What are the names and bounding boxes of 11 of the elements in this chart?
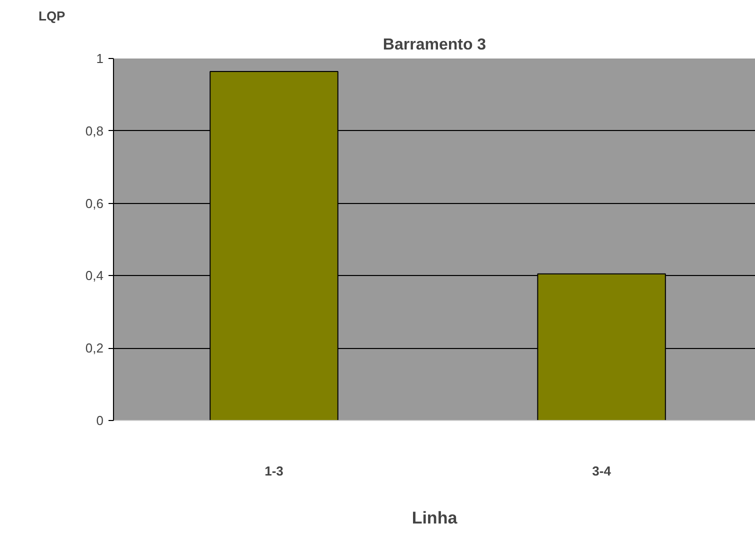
y-tick-label: 0,2 (85, 340, 104, 356)
x-tick-label: 1-3 (264, 464, 284, 478)
y-tick-label: 1 (96, 51, 104, 66)
x-axis-title: Linha (412, 508, 458, 528)
y-tick-label: 0,6 (85, 196, 104, 211)
y-tick-label: 0,8 (85, 123, 104, 138)
y-axis-title: LQP (38, 8, 66, 24)
y-tick-label: 0 (96, 413, 104, 428)
x-tick-label: 3-4 (592, 464, 612, 478)
chart-title: Barramento 3 (382, 36, 486, 54)
y-tick-label: 0,4 (85, 268, 104, 284)
